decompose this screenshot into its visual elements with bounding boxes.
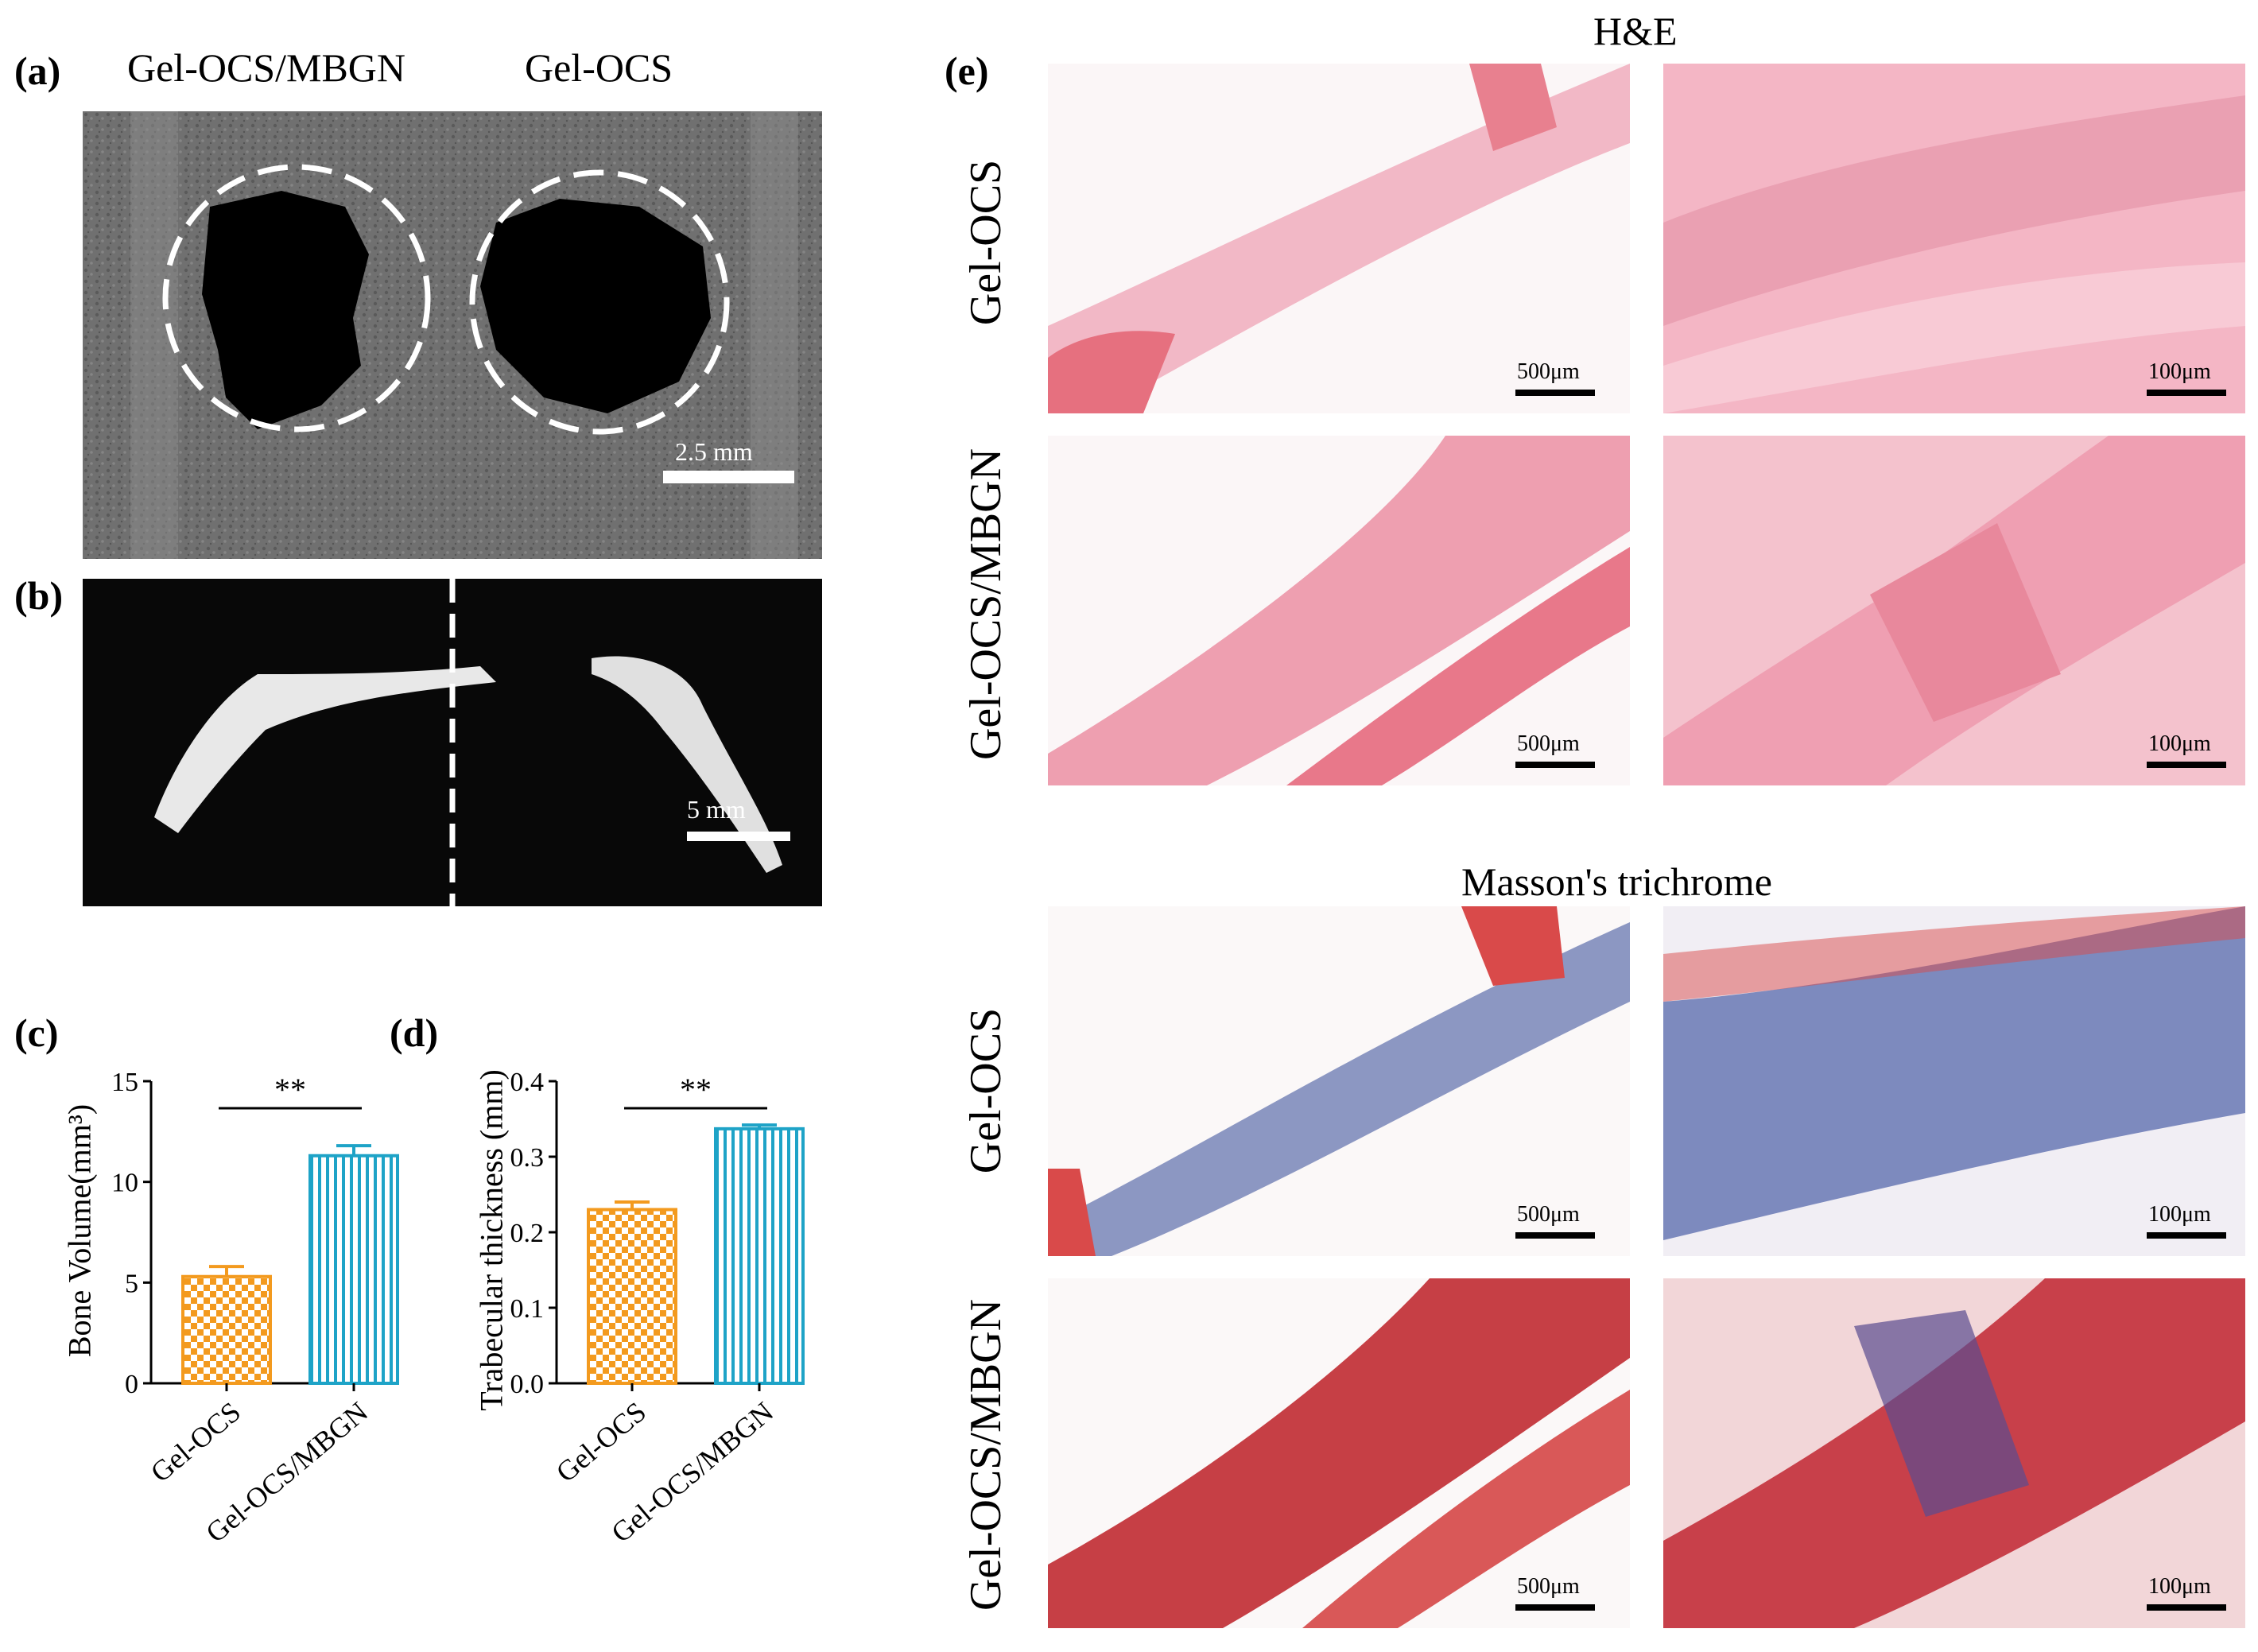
x-tick-label: Gel-OCS [550,1395,652,1488]
panel-b-label: (b) [14,573,64,618]
significance-label: ** [680,1072,712,1107]
scale-text: 100μm [2148,359,2211,384]
row-label-masson-gel-ocs: Gel-OCS [961,1007,1011,1174]
he-gel-ocs-mbgn-low-mag-image: 500μm [1048,436,1630,785]
panel-b-scale-text: 5 mm [687,795,746,824]
y-tick-label: 0.0 [510,1370,545,1399]
scale-text: 500μm [1517,359,1580,384]
scale-text: 500μm [1517,1574,1580,1599]
panel-d-label: (d) [390,1010,439,1055]
panel-a-scale-text: 2.5 mm [675,437,753,466]
scale-text: 100μm [2148,1574,2211,1599]
masson-gel-ocs-mbgn-high-mag-image: 100μm [1663,1278,2245,1628]
scale-text: 100μm [2148,731,2211,756]
significance-label: ** [274,1072,306,1107]
scale-bar [1515,1604,1595,1611]
panel-c-label: (c) [14,1010,59,1055]
scale-text: 500μm [1517,1202,1580,1227]
panel-b-scale-bar [687,832,790,841]
bar [714,1127,805,1385]
scale-bar [1515,390,1595,396]
panel-a-col-right-label: Gel-OCS [525,45,673,90]
y-tick-label: 0.2 [510,1219,545,1248]
y-tick-label: 10 [111,1169,138,1198]
scale-text: 100μm [2148,1202,2211,1227]
he-gel-ocs-high-mag-image: 100μm [1663,64,2245,413]
masson-gel-ocs-high-mag-image: 100μm [1663,906,2245,1256]
row-label-masson-gel-ocs-mbgn: Gel-OCS/MBGN [961,1298,1011,1611]
masson-gel-ocs-mbgn-low-mag-image: 500μm [1048,1278,1630,1628]
scale-bar [2147,1232,2226,1239]
masson-gel-ocs-low-mag-image: 500μm [1048,906,1630,1256]
x-tick-label: Gel-OCS [145,1395,246,1488]
he-section-title: H&E [1593,9,1678,53]
scale-text: 500μm [1517,731,1580,756]
scale-bar [2147,390,2226,396]
panel-a-col-left-label: Gel-OCS/MBGN [127,45,406,90]
y-tick-label: 0 [125,1370,138,1399]
y-tick-label: 0.1 [510,1294,545,1324]
y-tick-label: 15 [111,1068,138,1097]
scale-bar [2147,762,2226,768]
panel-a-scale-bar [663,471,794,483]
scale-bar [2147,1604,2226,1611]
he-gel-ocs-low-mag-image: 500μm [1048,64,1630,413]
panel-a-microct-image: 2.5 mm [83,111,822,559]
he-gel-ocs-mbgn-high-mag-image: 100μm [1663,436,2245,785]
row-label-he-gel-ocs: Gel-OCS [961,159,1011,326]
panel-e-label: (e) [945,48,989,93]
y-tick-label: 5 [125,1269,138,1298]
scale-bar [1515,762,1595,768]
scale-bar [1515,1232,1595,1239]
panel-c-y-axis-label: Bone Volume(mm³) [61,1103,98,1358]
panel-b-microct-section: 5 mm [83,579,822,906]
y-tick-label: 0.4 [510,1068,545,1097]
row-label-he-gel-ocs-mbgn: Gel-OCS/MBGN [961,448,1011,761]
bar [308,1154,399,1385]
masson-section-title: Masson's trichrome [1461,859,1772,904]
bar [587,1208,677,1385]
panel-a-label: (a) [14,48,61,93]
y-tick-label: 0.3 [510,1143,545,1173]
bar [181,1274,272,1385]
